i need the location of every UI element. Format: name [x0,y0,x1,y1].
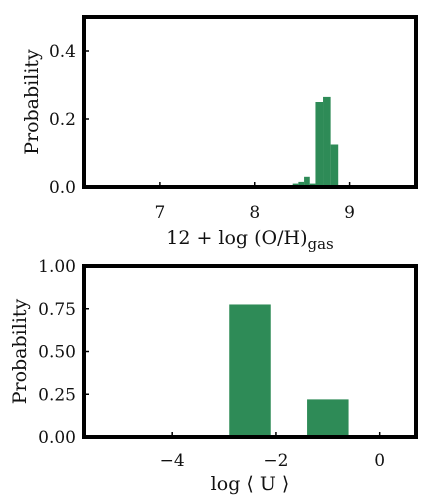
histogram-bar-2 [307,399,349,437]
x-tick-label: −2 [263,451,288,471]
histogram-bar-7 [330,144,339,187]
histogram-bar-5 [315,102,324,187]
y-tick-label: 0.25 [38,385,76,405]
x-axis-label: 12 + log (O/H)gas [166,227,334,253]
y-axis-label: Probability [21,49,43,155]
histogram-bar-6 [323,96,331,187]
histogram-bar-3 [304,176,310,187]
x-tick-label: 8 [249,203,260,223]
y-tick-label: 0.0 [49,178,76,198]
x-tick-label: 0 [374,451,385,471]
panel-2: −4 −2 0 0.00 0.25 0.50 0.75 1.00 log ⟨ U ⟩ Probab… [9,257,418,495]
y-tick-label: 0.2 [49,110,76,130]
x-tick-label: 9 [344,203,355,223]
y-tick-label: 0.50 [38,343,76,363]
y-tick-label: 0.75 [38,300,76,320]
histogram-bar-1 [229,304,271,437]
x-axis-label-subscript: gas [308,235,334,253]
y-tick-label: 1.00 [38,257,76,277]
y-axis-label: Probability [9,298,31,404]
y-tick-label: 0.4 [49,42,76,62]
x-tick-label: 7 [154,203,165,223]
histogram-bar-2 [298,181,305,187]
panel-1: 7 8 9 0.0 0.2 0.4 12 + log (O/H)gas Probability [21,15,418,253]
plot-frame [82,15,418,189]
x-axis-label: log ⟨ U ⟩ [211,473,290,495]
y-tick-label: 0.00 [38,428,76,448]
x-tick-label: −4 [160,451,185,471]
